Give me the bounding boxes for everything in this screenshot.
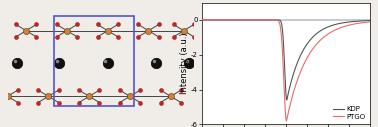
Line: KDP: KDP xyxy=(202,20,370,100)
KDP xyxy=(363,20,368,21)
PTGO xyxy=(368,21,373,23)
KDP xyxy=(282,49,286,51)
Bar xyxy=(54,16,134,106)
KDP xyxy=(277,19,282,21)
PTGO xyxy=(332,29,337,31)
PTGO xyxy=(363,22,368,23)
PTGO xyxy=(208,19,213,21)
PTGO xyxy=(277,22,282,23)
Line: PTGO: PTGO xyxy=(202,20,370,121)
Legend: KDP, PTGO: KDP, PTGO xyxy=(332,105,367,121)
Y-axis label: Intensity (a.u.): Intensity (a.u.) xyxy=(180,33,189,94)
KDP xyxy=(208,19,213,21)
PTGO xyxy=(282,80,286,82)
PTGO xyxy=(200,19,204,21)
KDP xyxy=(285,99,289,101)
PTGO xyxy=(284,120,289,122)
KDP xyxy=(332,24,337,25)
KDP xyxy=(200,19,204,21)
KDP xyxy=(368,20,373,21)
KDP xyxy=(363,20,368,21)
PTGO xyxy=(363,22,368,23)
